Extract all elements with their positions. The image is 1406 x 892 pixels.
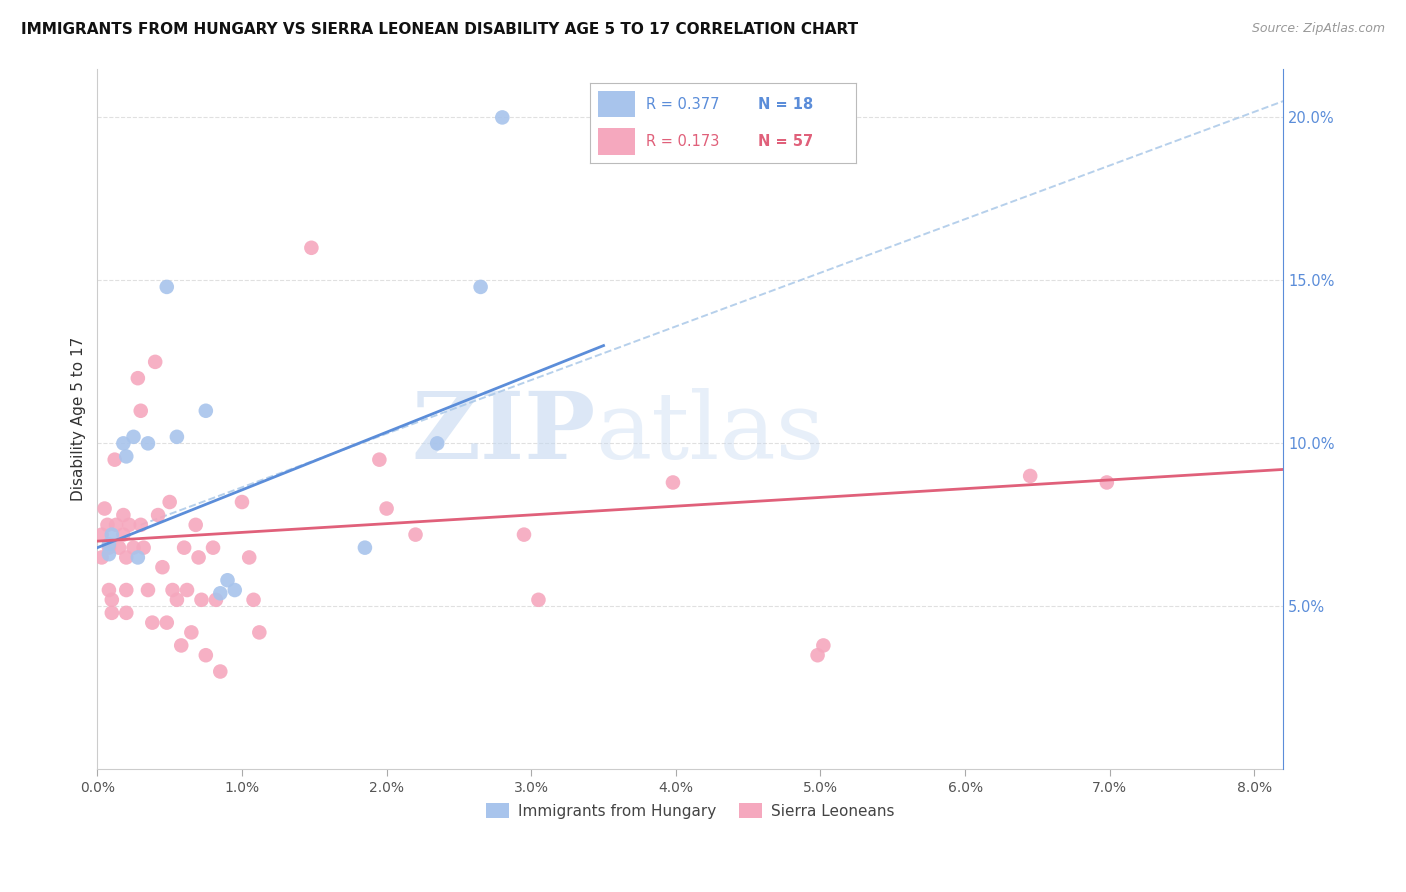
Point bbox=[184, 517, 207, 532]
Point bbox=[238, 550, 260, 565]
Text: IMMIGRANTS FROM HUNGARY VS SIERRA LEONEAN DISABILITY AGE 5 TO 17 CORRELATION CHA: IMMIGRANTS FROM HUNGARY VS SIERRA LEONEA… bbox=[21, 22, 858, 37]
Point bbox=[97, 537, 120, 551]
Point bbox=[470, 280, 492, 294]
Point bbox=[194, 648, 217, 663]
Text: Source: ZipAtlas.com: Source: ZipAtlas.com bbox=[1251, 22, 1385, 36]
Point bbox=[176, 582, 198, 597]
Point bbox=[368, 452, 391, 467]
Point bbox=[242, 592, 264, 607]
Point bbox=[202, 541, 225, 555]
Y-axis label: Disability Age 5 to 17: Disability Age 5 to 17 bbox=[72, 337, 86, 501]
Point bbox=[96, 517, 118, 532]
Point bbox=[112, 508, 135, 522]
Point bbox=[354, 541, 377, 555]
Point bbox=[146, 508, 169, 522]
Point bbox=[122, 430, 145, 444]
Point bbox=[101, 527, 124, 541]
Point bbox=[152, 560, 174, 574]
Point bbox=[209, 665, 232, 679]
Point bbox=[97, 541, 120, 555]
Point bbox=[115, 450, 138, 464]
Point bbox=[813, 639, 835, 653]
Point bbox=[136, 582, 159, 597]
Point bbox=[190, 592, 212, 607]
Point bbox=[209, 586, 232, 600]
Point bbox=[662, 475, 685, 490]
Point bbox=[101, 592, 124, 607]
Point bbox=[194, 403, 217, 417]
Point bbox=[156, 615, 179, 630]
Point bbox=[426, 436, 449, 450]
Point bbox=[513, 527, 536, 541]
Point bbox=[527, 592, 550, 607]
Point bbox=[806, 648, 828, 663]
Legend: Immigrants from Hungary, Sierra Leoneans: Immigrants from Hungary, Sierra Leoneans bbox=[479, 797, 901, 825]
Point bbox=[108, 541, 131, 555]
Point bbox=[162, 582, 184, 597]
Point bbox=[1019, 469, 1042, 483]
Text: ZIP: ZIP bbox=[411, 388, 595, 478]
Point bbox=[375, 501, 398, 516]
Point bbox=[1095, 475, 1118, 490]
Point bbox=[101, 606, 124, 620]
Point bbox=[90, 527, 112, 541]
Point bbox=[97, 547, 120, 561]
Point bbox=[247, 625, 270, 640]
Point bbox=[127, 550, 149, 565]
Point bbox=[115, 550, 138, 565]
Point bbox=[180, 625, 202, 640]
Point bbox=[97, 582, 120, 597]
Point bbox=[166, 592, 188, 607]
Point bbox=[105, 517, 128, 532]
Point bbox=[141, 615, 163, 630]
Point bbox=[136, 436, 159, 450]
Point bbox=[115, 606, 138, 620]
Point bbox=[112, 436, 135, 450]
Point bbox=[90, 550, 112, 565]
Point bbox=[173, 541, 195, 555]
Text: atlas: atlas bbox=[595, 388, 825, 478]
Point bbox=[170, 639, 193, 653]
Point bbox=[115, 582, 138, 597]
Point bbox=[132, 541, 155, 555]
Point bbox=[491, 111, 513, 125]
Point bbox=[231, 495, 253, 509]
Point bbox=[127, 371, 149, 385]
Point bbox=[122, 541, 145, 555]
Point bbox=[159, 495, 181, 509]
Point bbox=[143, 355, 166, 369]
Point bbox=[104, 452, 127, 467]
Point bbox=[156, 280, 179, 294]
Point bbox=[166, 430, 188, 444]
Point bbox=[299, 241, 322, 255]
Point bbox=[205, 592, 228, 607]
Point bbox=[405, 527, 427, 541]
Point bbox=[217, 574, 239, 588]
Point bbox=[129, 517, 152, 532]
Point bbox=[93, 501, 115, 516]
Point bbox=[224, 582, 246, 597]
Point bbox=[118, 517, 141, 532]
Point bbox=[112, 527, 135, 541]
Point bbox=[187, 550, 209, 565]
Point bbox=[129, 403, 152, 417]
